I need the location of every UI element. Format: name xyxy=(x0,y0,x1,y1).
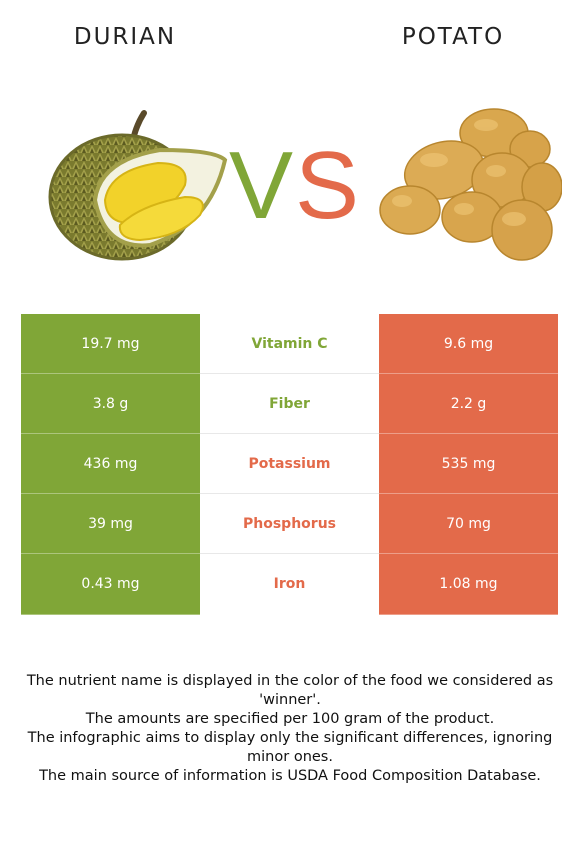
potato-value: 1.08 mg xyxy=(379,554,558,615)
right-food-title: POTATO xyxy=(401,24,505,50)
durian-value: 3.8 g xyxy=(21,374,200,434)
table-row: 3.8 g Fiber 2.2 g xyxy=(21,374,558,434)
vs-label: V S xyxy=(229,132,355,228)
durian-value: 436 mg xyxy=(21,434,200,494)
nutrient-name: Fiber xyxy=(200,374,379,433)
nutrient-name: Potassium xyxy=(200,434,379,493)
footnote-line: The amounts are specified per 100 gram o… xyxy=(85,711,495,727)
potato-value: 70 mg xyxy=(379,494,558,554)
table-row: 436 mg Potassium 535 mg xyxy=(21,434,558,494)
nutrient-name: Iron xyxy=(200,554,379,614)
footnote-line: The nutrient name is displayed in the co… xyxy=(26,673,554,708)
table-row: 0.43 mg Iron 1.08 mg xyxy=(21,554,558,615)
durian-value: 0.43 mg xyxy=(21,554,200,615)
nutrient-name: Vitamin C xyxy=(200,314,379,373)
footnote-line: The infographic aims to display only the… xyxy=(27,730,553,765)
durian-image xyxy=(48,110,228,261)
potato-value: 9.6 mg xyxy=(379,314,558,374)
table-row: 19.7 mg Vitamin C 9.6 mg xyxy=(21,314,558,374)
potato-image xyxy=(379,108,562,261)
vs-s: S xyxy=(295,132,355,228)
potato-value: 2.2 g xyxy=(379,374,558,434)
table-row: 39 mg Phosphorus 70 mg xyxy=(21,494,558,554)
durian-value: 19.7 mg xyxy=(21,314,200,374)
footnote: The nutrient name is displayed in the co… xyxy=(20,672,560,786)
nutrient-name: Phosphorus xyxy=(200,494,379,553)
durian-value: 39 mg xyxy=(21,494,200,554)
potato-value: 535 mg xyxy=(379,434,558,494)
comparison-table: 19.7 mg Vitamin C 9.6 mg 3.8 g Fiber 2.2… xyxy=(21,314,558,615)
left-food-title: DURIAN xyxy=(73,24,177,50)
vs-v: V xyxy=(229,132,293,228)
footnote-line: The main source of information is USDA F… xyxy=(39,768,541,784)
